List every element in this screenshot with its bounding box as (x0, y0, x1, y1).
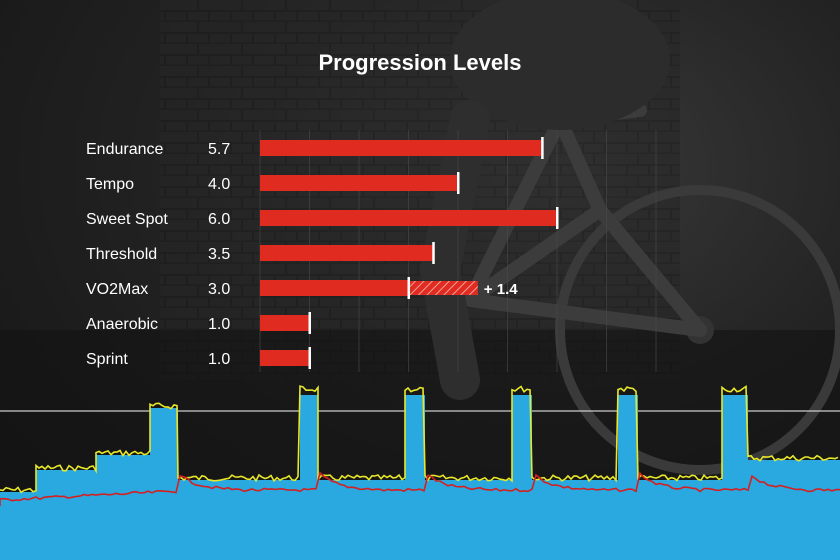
bar-cap-tempo (457, 172, 460, 194)
category-label-sweet-spot: Sweet Spot (86, 211, 168, 228)
rider-torso (450, 0, 670, 130)
bar-tempo (260, 175, 458, 191)
power-trace-line (0, 385, 839, 494)
workout-base-fill (0, 503, 840, 560)
bar-endurance (260, 140, 543, 156)
increment-label-vo2max: + 1.4 (484, 281, 518, 298)
bars: Endurance 5.7 Tempo 4.0 Sweet Spot 6.0 Thresho… (86, 137, 559, 369)
value-label-sweet-spot: 6.0 (208, 211, 230, 228)
rear-wheel (555, 185, 840, 475)
bar-cap-threshold (432, 242, 435, 264)
category-label-vo2max: VO2Max (86, 281, 148, 298)
increment-bar-vo2max (410, 281, 478, 295)
category-label-tempo: Tempo (86, 176, 134, 193)
grid-lines (259, 130, 657, 372)
value-label-endurance: 5.7 (208, 141, 230, 158)
bar-sweet-spot (260, 210, 557, 226)
value-label-threshold: 3.5 (208, 246, 230, 263)
rider-leg (419, 100, 490, 400)
value-label-anaerobic: 1.0 (208, 316, 230, 333)
chart-title: Progression Levels (318, 50, 522, 75)
value-label-tempo: 4.0 (208, 176, 230, 193)
bar-anaerobic (260, 315, 310, 331)
bar-cap-endurance (541, 137, 544, 159)
value-label-vo2max: 3.0 (208, 281, 230, 298)
bar-vo2max (260, 280, 409, 296)
bar-cap-sprint (308, 347, 311, 369)
bar-sprint (260, 350, 310, 366)
bar-cap-vo2max (407, 277, 410, 299)
value-label-sprint: 1.0 (208, 351, 230, 368)
category-label-threshold: Threshold (86, 246, 157, 263)
category-label-anaerobic: Anaerobic (86, 316, 158, 333)
bar-cap-anaerobic (308, 312, 311, 334)
category-label-endurance: Endurance (86, 141, 163, 158)
category-label-sprint: Sprint (86, 351, 128, 368)
heart-rate-trace-line (0, 471, 840, 510)
bar-threshold (260, 245, 434, 261)
bar-cap-sweet-spot (556, 207, 559, 229)
